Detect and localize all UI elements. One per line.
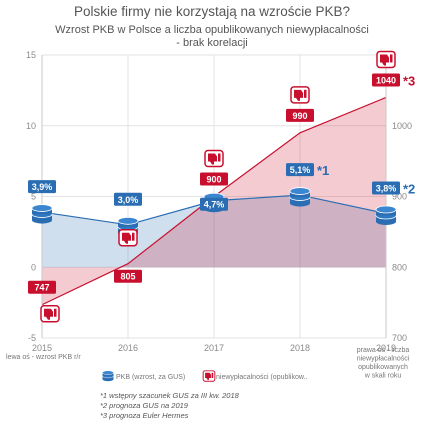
insolvency-data-label: 990 bbox=[292, 111, 307, 121]
thumb-down-icon bbox=[40, 304, 60, 323]
right-axis-label-line: prawa oś - liczba bbox=[357, 347, 410, 354]
gdp-data-label-box bbox=[372, 181, 400, 195]
axes: 15 10 5 0 -5 1000 900 800 700 2015 2016 2017 2018 201… bbox=[26, 50, 412, 353]
x-tick-label: 2019 bbox=[376, 343, 396, 353]
insolvency-footnote-marker: *3 bbox=[403, 73, 415, 88]
left-tick-label: 5 bbox=[31, 192, 36, 202]
x-tick-label: 2016 bbox=[118, 343, 138, 353]
chart-title: Polskie firmy nie korzystają na wzroście… bbox=[74, 4, 350, 19]
right-tick-label: 900 bbox=[392, 192, 407, 202]
insolvency-data-label-box bbox=[286, 108, 314, 122]
gdp-data-label-box bbox=[28, 180, 56, 194]
footnote-3: *3 prognoza Euler Hermes bbox=[100, 411, 189, 420]
gdp-data-label: 3,8% bbox=[376, 183, 397, 193]
gdp-footnote-marker: *2 bbox=[403, 181, 415, 196]
gdp-data-label-box bbox=[114, 192, 142, 206]
legend-insolvency-label: niewypłacalności (opublikow.. bbox=[216, 374, 307, 381]
left-tick-label: -5 bbox=[28, 333, 36, 343]
x-tick-label: 2018 bbox=[290, 343, 310, 353]
x-tick-label: 2017 bbox=[204, 343, 224, 353]
gdp-coin-icon bbox=[31, 204, 53, 225]
insolvency-data-label: 900 bbox=[206, 175, 221, 185]
footnote-1: *1 wstępny szacunek GUS za III kw. 2018 bbox=[100, 391, 240, 400]
insolvency-data-label: 747 bbox=[34, 283, 49, 293]
right-axis-label-line: opublikowanych bbox=[358, 364, 408, 371]
gdp-data-label: 3,9% bbox=[32, 182, 53, 192]
gdp-coin-icon bbox=[289, 187, 311, 208]
right-axis-label: prawa oś - liczba niewypłacalnościopublik… bbox=[357, 347, 410, 380]
gdp-data-label: 3,0% bbox=[118, 195, 139, 205]
left-tick-label: 0 bbox=[31, 262, 36, 272]
chart-subtitle-line2: - brak korelacji bbox=[176, 37, 248, 49]
data-marks: 3,9% 3,0% 4,7% 5,1% *1 3,8% *2 747 805 900 990 1040… bbox=[28, 50, 415, 323]
chart-subtitle-line1: Wzrost PKB w Polsce a liczba opublikowan… bbox=[55, 24, 369, 36]
gdp-data-label-box bbox=[286, 163, 314, 177]
legend-thumb-down-icon bbox=[202, 370, 216, 382]
insolvency-data-label: 1040 bbox=[376, 75, 396, 85]
footnote-2: *2 prognoza GUS na 2019 bbox=[100, 401, 189, 410]
right-axis-label-line: niewypłacalności bbox=[357, 356, 410, 363]
insolvency-data-label-box bbox=[114, 269, 142, 283]
right-tick-label: 800 bbox=[392, 262, 407, 272]
legend-gdp-item: PKB (wzrost, za GUS) bbox=[102, 370, 185, 382]
gdp-footnote-marker: *1 bbox=[317, 163, 329, 178]
insolvency-data-label-box bbox=[200, 172, 228, 186]
insolvency-data-label: 805 bbox=[120, 272, 135, 282]
legend-gdp-label: PKB (wzrost, za GUS) bbox=[116, 374, 185, 381]
thumb-down-icon bbox=[204, 149, 224, 168]
right-tick-label: 700 bbox=[392, 333, 407, 343]
left-axis-label: lewa oś - wzrost PKB r/r bbox=[6, 354, 81, 361]
left-tick-label: 15 bbox=[26, 50, 36, 60]
gdp-area bbox=[42, 195, 386, 268]
gdp-coin-icon bbox=[375, 205, 397, 226]
thumb-down-icon bbox=[290, 86, 310, 104]
thumb-down-icon bbox=[376, 50, 396, 69]
legend-insolvency-item: niewypłacalności (opublikow.. bbox=[202, 370, 307, 382]
insolvency-data-label-box bbox=[372, 73, 400, 87]
gdp-data-label: 5,1% bbox=[290, 165, 311, 175]
right-axis-label-line: w skali roku bbox=[364, 373, 402, 380]
gdp-data-label: 4,7% bbox=[204, 200, 225, 210]
left-tick-label: 10 bbox=[26, 121, 36, 131]
thumb-down-icon bbox=[118, 228, 138, 247]
legend-coin-icon bbox=[102, 370, 114, 382]
legend: PKB (wzrost, za GUS) niewypłacalności (o… bbox=[102, 370, 307, 382]
x-tick-label: 2015 bbox=[32, 343, 52, 353]
insolvency-data-label-box bbox=[28, 280, 56, 294]
gdp-data-label-box bbox=[200, 197, 228, 211]
right-tick-label: 1000 bbox=[392, 121, 412, 131]
